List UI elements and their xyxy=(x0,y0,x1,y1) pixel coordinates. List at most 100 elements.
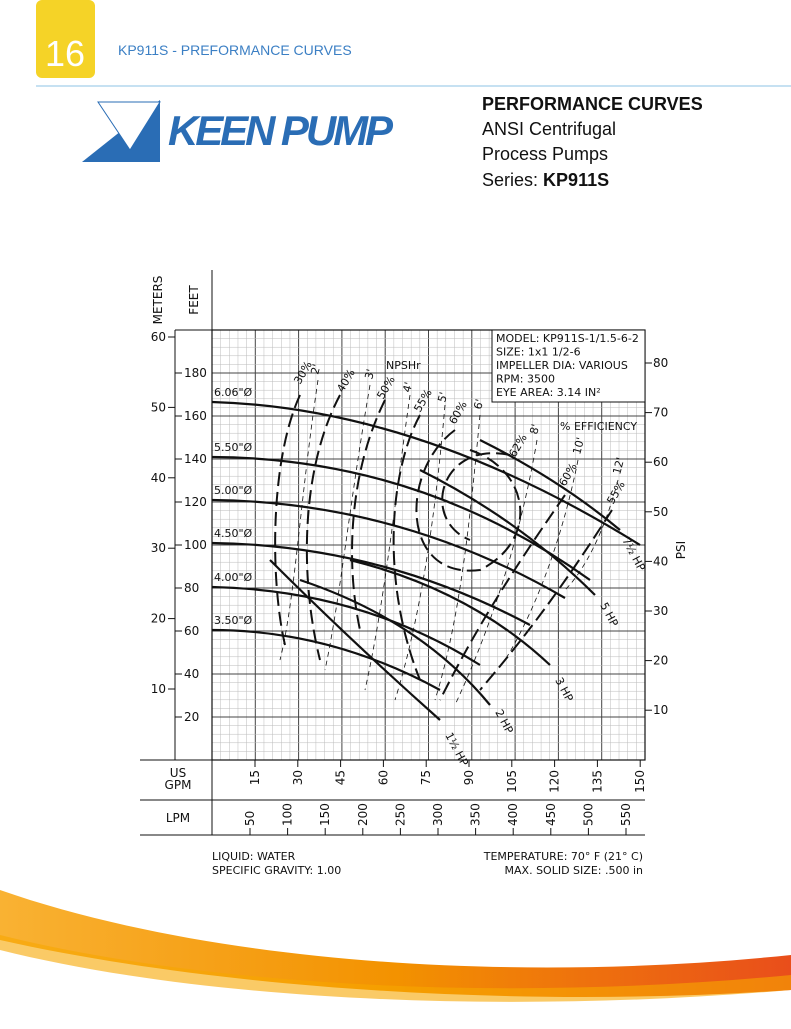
header-title: KP911S - PREFORMANCE CURVES xyxy=(118,42,352,58)
npshr-label: 6' xyxy=(471,398,486,411)
efficiency-curve xyxy=(415,429,522,572)
axis-title: FEET xyxy=(187,285,201,315)
npshr-label: 10' xyxy=(570,436,587,456)
efficiency-label: 55% xyxy=(411,387,434,415)
footer-text: MAX. SOLID SIZE: .500 in xyxy=(505,864,643,877)
y-tick-label: 20 xyxy=(151,612,166,626)
y-tick-label: 60 xyxy=(151,330,166,344)
footer-swoosh xyxy=(0,890,791,997)
npshr-title: NPSHr xyxy=(386,359,421,372)
heading-line: ANSI Centrifugal xyxy=(482,119,616,139)
y-tick-label: 50 xyxy=(653,505,668,519)
x-tick-label: 120 xyxy=(548,770,562,793)
x-tick-label: 135 xyxy=(590,770,604,793)
axis-title: METERS xyxy=(151,276,165,325)
efficiency-curve xyxy=(392,414,421,681)
efficiency-curve xyxy=(479,509,613,691)
info-box xyxy=(491,329,646,403)
info-line: IMPELLER DIA: VARIOUS xyxy=(496,359,628,372)
impeller-label: 5.00"Ø xyxy=(214,484,253,497)
info-line: SIZE: 1x1 1/2-6 xyxy=(496,346,581,359)
axis-title: PSI xyxy=(674,541,688,559)
y-tick-label: 50 xyxy=(151,400,166,414)
y-tick-label: 40 xyxy=(184,667,199,681)
x-tick-label: 50 xyxy=(243,811,257,826)
efficiency-curve xyxy=(351,399,386,631)
head-curve xyxy=(211,400,641,546)
impeller-label: 4.00"Ø xyxy=(214,571,253,584)
hp-curve xyxy=(419,469,596,596)
y-tick-label: 180 xyxy=(184,366,207,380)
npshr-curve xyxy=(434,414,481,701)
head-curve xyxy=(211,498,566,599)
npshr-label: 5' xyxy=(435,391,450,404)
axis-title: GPM xyxy=(165,778,192,792)
y-tick-label: 80 xyxy=(184,581,199,595)
efficiency-title: % EFFICIENCY xyxy=(560,420,637,433)
x-tick-label: 200 xyxy=(356,803,370,826)
impeller-label: 5.50"Ø xyxy=(214,441,253,454)
efficiency-label: 60% xyxy=(446,399,469,427)
y-tick-label: 120 xyxy=(184,495,207,509)
efficiency-curve xyxy=(441,452,511,541)
y-tick-label: 10 xyxy=(151,682,166,696)
hp-label: 5 HP xyxy=(597,600,621,629)
npshr-curve xyxy=(454,439,538,706)
x-tick-label: 450 xyxy=(544,803,558,826)
hp-curve xyxy=(349,558,551,666)
hp-curve xyxy=(269,559,441,721)
series-value: KP911S xyxy=(543,170,609,190)
x-tick-label: 400 xyxy=(506,803,520,826)
x-tick-label: 100 xyxy=(281,803,295,826)
page-tab xyxy=(36,0,95,78)
info-line: EYE AREA: 3.14 IN² xyxy=(496,386,601,399)
hp-curve xyxy=(299,578,491,706)
x-tick-label: 150 xyxy=(633,770,647,793)
npshr-label: 4' xyxy=(400,381,415,394)
x-tick-label: 300 xyxy=(431,803,445,826)
y-tick-label: 20 xyxy=(184,710,199,724)
heading-series: Series: KP911S xyxy=(482,170,609,190)
x-tick-label: 150 xyxy=(318,803,332,826)
y-tick-label: 20 xyxy=(653,654,668,668)
x-tick-label: 60 xyxy=(376,770,390,785)
x-tick-label: 45 xyxy=(334,770,348,785)
footer-text: SPECIFIC GRAVITY: 1.00 xyxy=(212,864,341,877)
logo-text: KEEN PUMP xyxy=(168,107,394,154)
y-tick-label: 100 xyxy=(184,538,207,552)
efficiency-curve xyxy=(305,394,341,661)
impeller-label: 4.50"Ø xyxy=(214,527,253,540)
impeller-label: 3.50"Ø xyxy=(214,614,253,627)
logo-stripes xyxy=(97,101,161,151)
x-tick-label: 105 xyxy=(505,770,519,793)
axis-title: US xyxy=(170,766,186,780)
hp-label: 7½ HP xyxy=(619,535,648,573)
efficiency-label: 62% xyxy=(506,432,529,460)
x-tick-label: 15 xyxy=(248,770,262,785)
axis-title: LPM xyxy=(166,811,190,825)
info-line: RPM: 3500 xyxy=(496,373,555,386)
npshr-curve xyxy=(364,394,411,691)
npshr-label: 12' xyxy=(610,456,627,476)
efficiency-curve xyxy=(439,494,566,701)
y-tick-label: 60 xyxy=(184,624,199,638)
y-tick-label: 140 xyxy=(184,452,207,466)
x-tick-label: 500 xyxy=(581,803,595,826)
heading-title: PERFORMANCE CURVES xyxy=(482,94,703,114)
info-line: MODEL: KP911S-1/1.5-6-2 xyxy=(496,332,639,345)
footer-text: LIQUID: WATER xyxy=(212,850,296,863)
head-curve xyxy=(211,628,441,691)
x-tick-label: 250 xyxy=(393,803,407,826)
npshr-label: 8' xyxy=(527,423,542,436)
npshr-curve xyxy=(279,379,319,661)
head-curve xyxy=(211,455,591,581)
x-tick-label: 75 xyxy=(419,770,433,785)
y-tick-label: 40 xyxy=(653,554,668,568)
y-tick-label: 80 xyxy=(653,356,668,370)
page-number: 16 xyxy=(45,33,85,74)
y-tick-label: 10 xyxy=(653,703,668,717)
npshr-label: 2' xyxy=(308,363,323,376)
x-tick-label: 30 xyxy=(291,770,305,785)
